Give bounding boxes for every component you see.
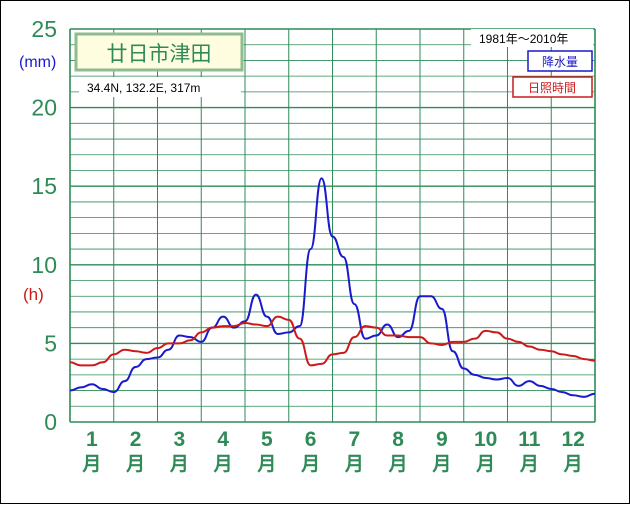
y-tick-label: 0 bbox=[44, 409, 57, 435]
y-tick-label: 25 bbox=[31, 16, 57, 42]
month-suffix-2: 月 bbox=[125, 453, 145, 475]
month-label-5: 5 bbox=[261, 428, 273, 451]
month-label-12: 12 bbox=[561, 428, 584, 451]
legend-precipitation: 降水量 bbox=[542, 55, 578, 69]
y-unit-hours: (h) bbox=[23, 285, 44, 304]
month-suffix-6: 月 bbox=[300, 453, 320, 475]
month-suffix-12: 月 bbox=[563, 453, 583, 475]
y-tick-label: 10 bbox=[31, 252, 57, 278]
series-lines bbox=[69, 177, 596, 398]
legend-sunshine: 日照時間 bbox=[528, 81, 576, 95]
y-axis-ticks: 0 5 10 15 20 25 bbox=[31, 16, 57, 435]
month-suffix-1: 月 bbox=[81, 453, 101, 475]
month-label-3: 3 bbox=[174, 428, 186, 451]
station-label: 廿日市津田 bbox=[74, 32, 244, 72]
y-tick-label: 20 bbox=[31, 95, 57, 121]
month-suffix-3: 月 bbox=[169, 453, 189, 475]
legend-sunshine-box bbox=[512, 76, 593, 98]
location-info: 34.4N, 132.2E, 317m bbox=[87, 81, 200, 95]
month-label-6: 6 bbox=[305, 428, 317, 451]
location-bg bbox=[79, 77, 241, 97]
month-suffix-8: 月 bbox=[388, 453, 408, 475]
legend-precip-box bbox=[527, 50, 593, 72]
station-name: 廿日市津田 bbox=[107, 42, 212, 66]
month-label-8: 8 bbox=[392, 428, 404, 451]
grid-lines bbox=[69, 28, 596, 423]
month-suffix-10: 月 bbox=[475, 453, 495, 475]
period-bg bbox=[471, 29, 593, 47]
y-tick-label: 5 bbox=[44, 330, 57, 356]
month-label-2: 2 bbox=[130, 428, 142, 451]
legend: 降水量 日照時間 bbox=[512, 50, 593, 98]
sunshine-line bbox=[69, 315, 596, 367]
month-suffix-11: 月 bbox=[519, 453, 539, 475]
month-suffix-7: 月 bbox=[344, 453, 364, 475]
station-label-box bbox=[74, 32, 244, 72]
month-label-11: 11 bbox=[518, 428, 541, 451]
month-suffix-5: 月 bbox=[256, 453, 276, 475]
month-label-1: 1 bbox=[86, 428, 98, 451]
month-suffix-9: 月 bbox=[431, 453, 451, 475]
month-label-10: 10 bbox=[474, 428, 497, 451]
period-label: 1981年〜2010年 bbox=[479, 32, 568, 46]
y-unit-mm: (mm) bbox=[19, 54, 56, 71]
month-suffix-4: 月 bbox=[213, 453, 233, 475]
month-label-4: 4 bbox=[217, 428, 229, 451]
month-label-7: 7 bbox=[349, 428, 361, 451]
y-tick-label: 15 bbox=[31, 173, 57, 199]
month-label-9: 9 bbox=[436, 428, 448, 451]
precipitation-line bbox=[69, 177, 596, 398]
